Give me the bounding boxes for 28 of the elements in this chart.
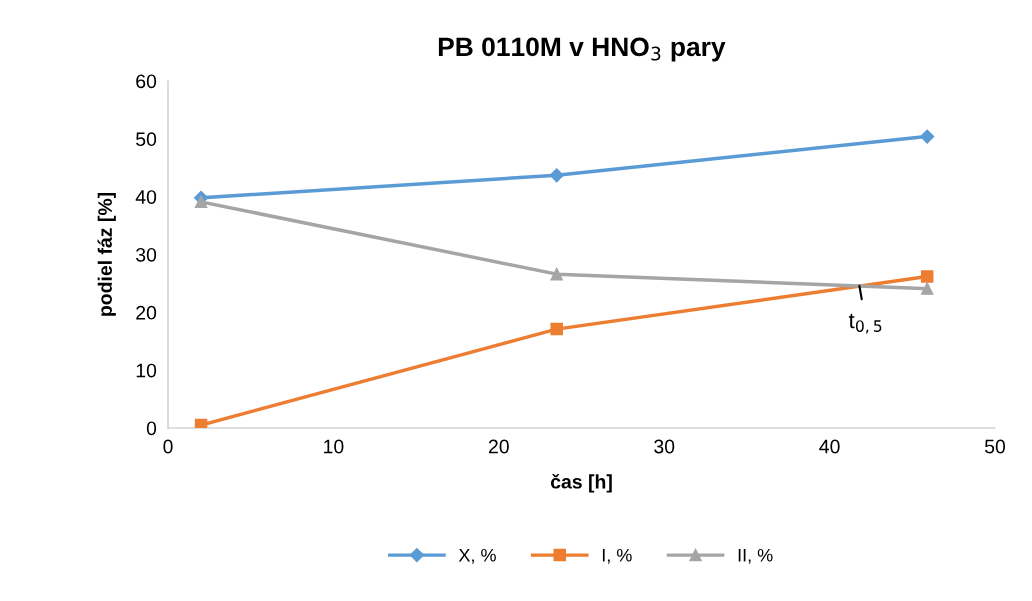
y-tick-label: 30	[136, 247, 157, 262]
x-tick-label: 30	[654, 439, 675, 454]
x-axis-title: čas [h]	[550, 473, 612, 493]
y-tick-label: 40	[135, 190, 157, 204]
point	[194, 195, 208, 209]
point	[920, 282, 934, 295]
chart-title: PB 0110M v HNO$_{3}$ pary	[438, 37, 726, 62]
x-tick-label: 0	[163, 439, 173, 454]
point	[194, 418, 208, 428]
point	[920, 270, 934, 283]
y-tick-label: 20	[136, 305, 157, 320]
y-tick-label: 60	[136, 74, 157, 89]
point	[550, 267, 563, 281]
point	[550, 322, 563, 336]
legend-label: X, %	[458, 548, 496, 564]
legend-label: I, %	[602, 548, 632, 564]
y-axis-title: podiel fáz [%]	[97, 192, 116, 316]
x-tick-label: 50	[984, 439, 1006, 454]
x-tick-label: 20	[488, 439, 509, 454]
point	[549, 168, 564, 183]
y-tick-label: 50	[136, 132, 157, 147]
y-tick-label: 0	[146, 421, 157, 436]
legend-label: II, %	[738, 548, 773, 564]
point	[920, 129, 935, 144]
annotation: t$_{0,5}$	[848, 313, 882, 334]
y-tick-label: 10	[136, 363, 157, 378]
x-tick-label: 10	[324, 439, 344, 454]
x-tick-label: 40	[819, 439, 840, 454]
